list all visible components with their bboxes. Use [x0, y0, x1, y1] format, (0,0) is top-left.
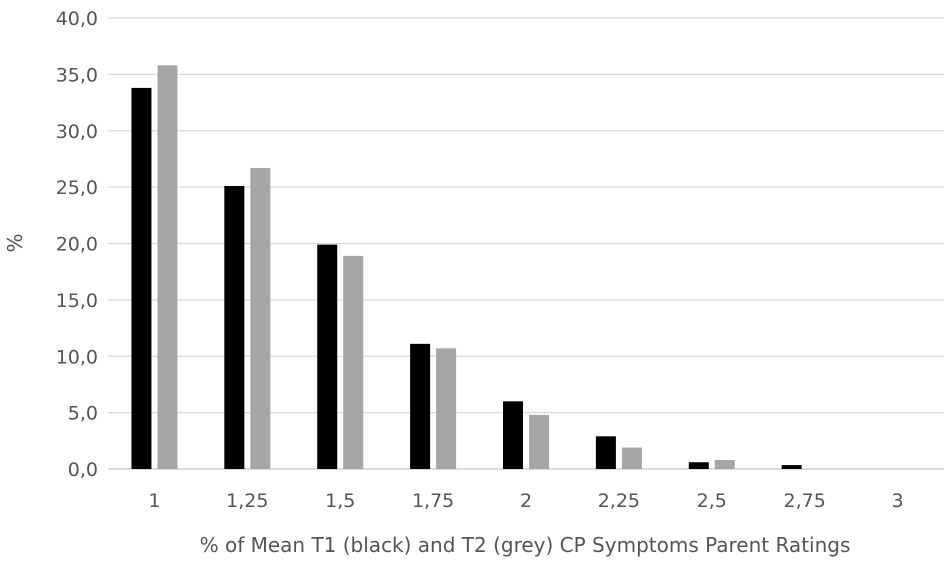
x-tick-label: 1,75: [412, 490, 454, 512]
x-tick-label: 1: [148, 490, 160, 512]
y-tick-label: 5,0: [68, 403, 98, 425]
y-tick-label: 15,0: [56, 290, 98, 312]
y-tick-label: 30,0: [56, 121, 98, 143]
y-axis-ticks: 0,0 5,0 10,0 15,0 20,0 25,0 30,0 35,0 40,0: [56, 8, 98, 481]
y-tick-label: 10,0: [56, 346, 98, 368]
bar-t2-3: [436, 348, 457, 469]
bar-t2-0: [157, 65, 178, 469]
bar-t1-0: [131, 87, 152, 469]
bar-t2-5: [621, 447, 642, 469]
gridlines: [108, 17, 944, 470]
x-tick-label: 3: [892, 490, 904, 512]
y-tick-label: 0,0: [68, 459, 98, 481]
bar-t2-6: [714, 459, 735, 469]
bar-t2-4: [529, 414, 549, 469]
bar-t1-3: [410, 343, 431, 469]
y-tick-label: 35,0: [56, 64, 98, 86]
x-tick-label: 1,25: [226, 490, 268, 512]
x-tick-label: 2,25: [598, 490, 640, 512]
x-tick-label: 2,75: [784, 490, 826, 512]
y-tick-label: 40,0: [56, 8, 98, 30]
y-axis-title: %: [3, 233, 27, 252]
bar-t1-6: [688, 462, 709, 469]
x-axis-ticks: 1 1,25 1,5 1,75 2 2,25 2,5 2,75 3: [148, 490, 903, 512]
y-tick-label: 25,0: [56, 177, 98, 199]
bar-t1-4: [503, 401, 523, 469]
bar-t1-1: [224, 185, 245, 469]
bar-t1-7: [781, 465, 802, 469]
x-tick-label: 2,5: [697, 490, 727, 512]
bars: [131, 65, 802, 469]
bar-t2-2: [343, 255, 364, 469]
x-tick-label: 1,5: [325, 490, 355, 512]
x-axis-title: % of Mean T1 (black) and T2 (grey) CP Sy…: [200, 533, 851, 557]
y-tick-label: 20,0: [56, 234, 98, 256]
bar-t1-2: [317, 244, 338, 469]
x-tick-label: 2: [520, 490, 532, 512]
bar-t1-5: [595, 436, 616, 469]
bar-t2-1: [250, 167, 271, 469]
